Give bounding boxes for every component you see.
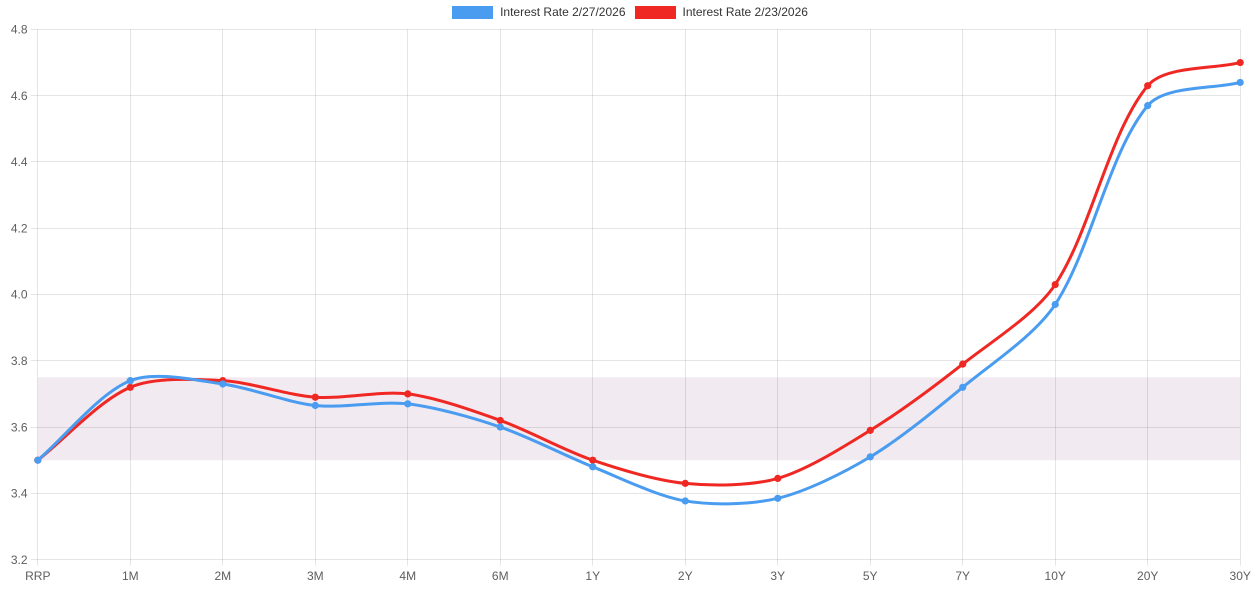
svg-text:3.4: 3.4 xyxy=(11,487,28,501)
svg-text:4.6: 4.6 xyxy=(11,89,28,103)
svg-text:3.6: 3.6 xyxy=(11,420,28,434)
svg-text:20Y: 20Y xyxy=(1137,569,1158,583)
svg-text:RRP: RRP xyxy=(25,569,50,583)
svg-text:4.8: 4.8 xyxy=(11,23,28,37)
svg-text:1M: 1M xyxy=(122,569,139,583)
svg-text:3Y: 3Y xyxy=(770,569,785,583)
svg-text:3M: 3M xyxy=(307,569,324,583)
svg-text:10Y: 10Y xyxy=(1045,569,1066,583)
svg-text:4.2: 4.2 xyxy=(11,221,28,235)
svg-text:2Y: 2Y xyxy=(678,569,693,583)
svg-text:4.0: 4.0 xyxy=(11,288,28,302)
svg-text:2M: 2M xyxy=(214,569,231,583)
svg-text:3.2: 3.2 xyxy=(11,553,28,567)
svg-text:6M: 6M xyxy=(492,569,509,583)
svg-text:1Y: 1Y xyxy=(585,569,600,583)
svg-text:30Y: 30Y xyxy=(1230,569,1251,583)
svg-text:3.8: 3.8 xyxy=(11,354,28,368)
svg-text:4.4: 4.4 xyxy=(11,155,28,169)
svg-text:4M: 4M xyxy=(399,569,416,583)
svg-text:5Y: 5Y xyxy=(863,569,878,583)
svg-text:7Y: 7Y xyxy=(955,569,970,583)
